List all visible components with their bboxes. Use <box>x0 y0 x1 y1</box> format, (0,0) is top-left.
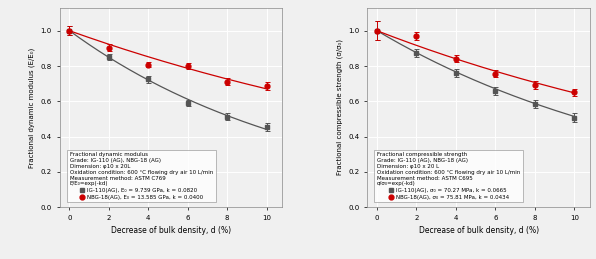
X-axis label: Decrease of bulk density, d (%): Decrease of bulk density, d (%) <box>111 226 231 235</box>
Y-axis label: Fractional dynamic modulus (E/E₀): Fractional dynamic modulus (E/E₀) <box>29 47 35 168</box>
X-axis label: Decrease of bulk density, d (%): Decrease of bulk density, d (%) <box>418 226 539 235</box>
Y-axis label: Fractional compressible strength (σ/σ₀): Fractional compressible strength (σ/σ₀) <box>336 39 343 176</box>
Legend: IG-110(AG), E₀ = 9.739 GPa, k = 0.0820, NBG-18(AG), E₀ = 13.585 GPa, k = 0.0400: IG-110(AG), E₀ = 9.739 GPa, k = 0.0820, … <box>67 149 216 203</box>
Legend: IG-110(AG), σ₀ = 70.27 MPa, k = 0.0665, NBG-18(AG), σ₀ = 75.81 MPa, k = 0.0434: IG-110(AG), σ₀ = 70.27 MPa, k = 0.0665, … <box>374 149 523 203</box>
